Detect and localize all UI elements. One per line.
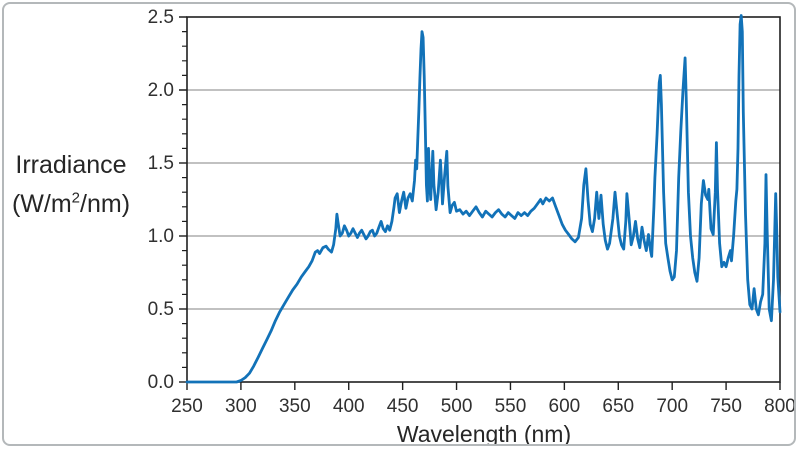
- y-tick-label: 2.0: [148, 80, 174, 101]
- x-tick-label: 450: [387, 396, 419, 417]
- plot-border: [186, 16, 781, 383]
- y-tick-label: 1.5: [148, 153, 174, 174]
- x-tick-label: 550: [495, 396, 527, 417]
- spectrum-chart: 0.0 0.5 1.0 1.5 2.0 2.5 250 300 350 400 450 500 550 6…: [148, 7, 796, 417]
- y-tick-label: 2.5: [148, 7, 174, 28]
- x-tick-label: 250: [171, 396, 203, 417]
- y-tick-label: 0.0: [148, 372, 174, 393]
- x-tick-label: 350: [279, 396, 311, 417]
- spectrum-line: [185, 14, 782, 384]
- y-tick-label: 0.5: [148, 299, 174, 320]
- y-axis-title-superscript: 2: [71, 190, 81, 207]
- chart-card: Irradiance (W/m2/nm) Wavelength (nm) 0.0…: [2, 2, 796, 446]
- x-axis-title: Wavelength (nm): [396, 421, 572, 446]
- x-tick-label: 700: [656, 396, 688, 417]
- x-tick-label: 800: [764, 396, 796, 417]
- y-axis-title-line2: (W/m2/nm): [11, 190, 131, 219]
- x-tick-label: 750: [710, 396, 742, 417]
- y-tick-label: 1.0: [148, 226, 174, 247]
- x-tick-label: 400: [333, 396, 365, 417]
- x-tick-label: 300: [225, 396, 257, 417]
- x-tick-label: 500: [441, 396, 473, 417]
- x-tick-label: 600: [549, 396, 581, 417]
- y-axis-title-line1: Irradiance: [15, 151, 127, 179]
- y-axis-title: Irradiance (W/m2/nm): [4, 148, 138, 221]
- x-tick-label: 650: [602, 396, 634, 417]
